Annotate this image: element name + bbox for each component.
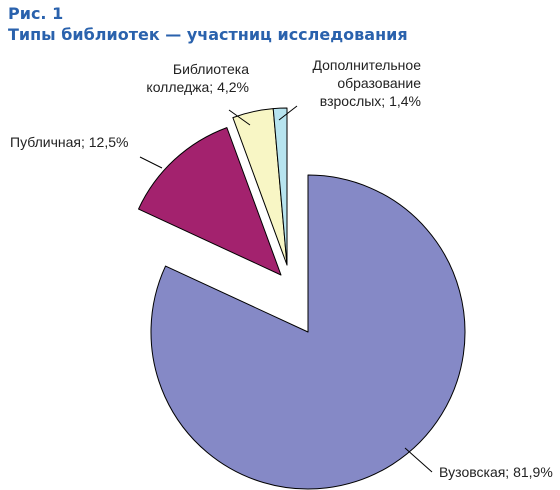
leader-line-1: [404, 447, 433, 473]
pie-slice-2: [138, 127, 282, 276]
slice-label-line: образование: [337, 75, 421, 91]
pie-slice-1: [150, 174, 466, 490]
slice-label-line: колледжа; 4,2%: [146, 79, 249, 95]
slice-label-1: Вузовская; 81,9%: [439, 464, 553, 480]
pie-slice-4: [272, 107, 288, 266]
slice-label-2: Публичная; 12,5%: [10, 134, 128, 150]
leader-line-3: [228, 109, 251, 126]
slice-label-line: взрослых; 1,4%: [320, 93, 421, 109]
slice-label-3: Библиотека колледжа; 4,2%: [146, 61, 249, 95]
figure-label: Рис. 1: [8, 4, 64, 23]
leader-line-2: [139, 156, 163, 169]
chart-title: Типы библиотек — участниц исследования: [8, 25, 408, 44]
leader-line-4: [278, 105, 298, 121]
slice-label-line: Дополнительное: [312, 57, 421, 73]
slice-label-line: Библиотека: [173, 61, 249, 77]
slice-label-4: Дополнительное образование взрослых; 1,4%: [312, 57, 421, 109]
